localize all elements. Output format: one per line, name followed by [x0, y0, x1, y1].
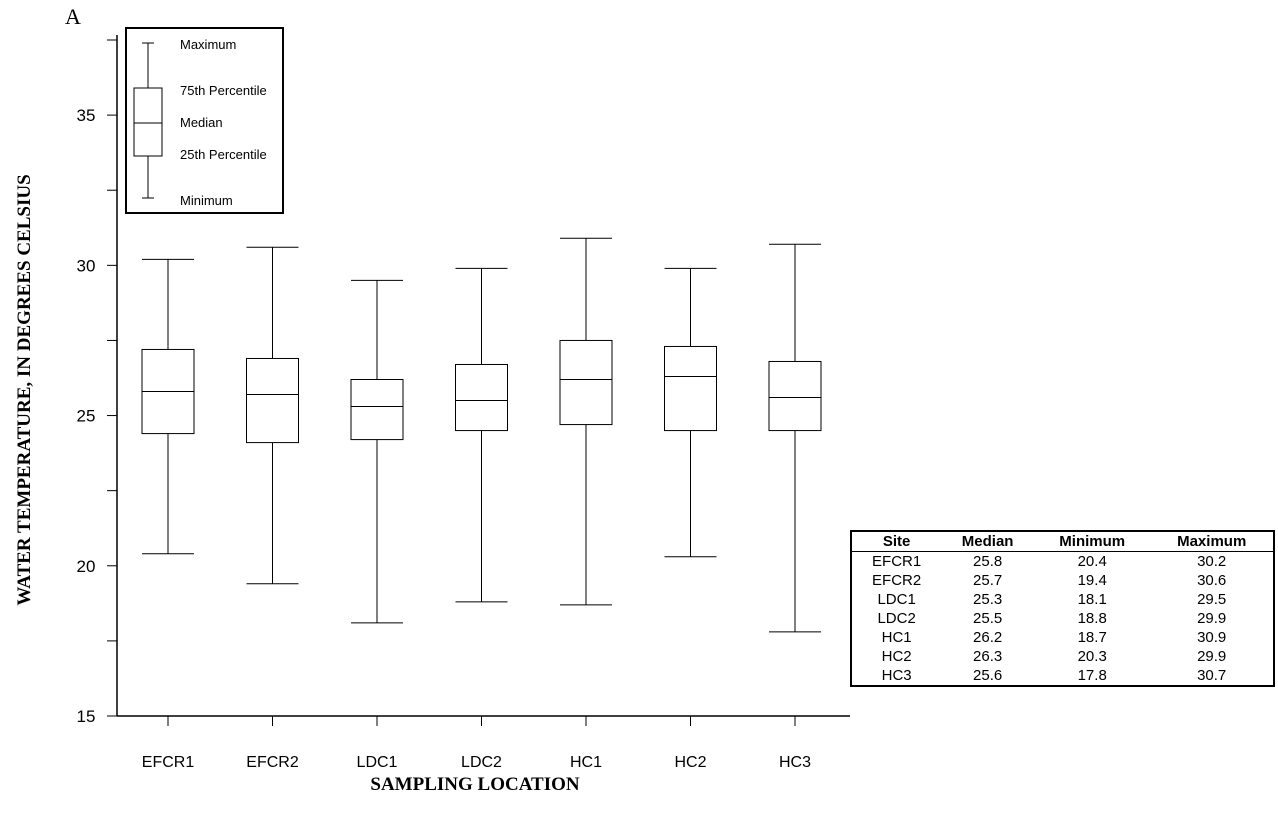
y-tick-label: 25 [77, 407, 96, 426]
box-efcr1 [141, 258, 195, 555]
table-row: HC1 26.2 18.7 30.9 [851, 628, 1274, 647]
x-tick-label: HC2 [674, 754, 706, 771]
table-header-row: Site Median Minimum Maximum [851, 531, 1274, 552]
table-cell: 20.4 [1077, 553, 1107, 570]
x-tick-label: LDC2 [461, 754, 502, 771]
iqr-box [768, 360, 822, 432]
x-tick-label: EFCR1 [142, 754, 195, 771]
iqr-box [559, 339, 613, 426]
table-row: EFCR1 25.8 20.4 30.2 [851, 552, 1274, 572]
legend: Maximum 75th Percentile Median 25th Perc… [125, 27, 284, 214]
axes: 15 20 25 30 35 EFCR1 EFCR2 LDC1 LDC2 HC1 HC2 HC3 [77, 35, 850, 771]
summary-table: Site Median Minimum Maximum EFCR1 25.8 2… [850, 530, 1275, 687]
iqr-box [664, 345, 717, 432]
table-cell: 30.6 [1197, 572, 1227, 589]
table-cell: 26.3 [973, 648, 1003, 665]
iqr-box [246, 357, 299, 444]
table-cell: 25.3 [973, 591, 1003, 608]
table-cell: 25.7 [973, 572, 1003, 589]
table-cell: 30.9 [1197, 629, 1227, 646]
legend-label-median: Median [180, 115, 223, 130]
table-cell: 18.8 [1077, 610, 1107, 627]
table-row: EFCR2 25.7 19.4 30.6 [851, 571, 1274, 590]
table-cell: 20.3 [1077, 648, 1107, 665]
table-cell: 29.9 [1197, 648, 1227, 665]
table-cell: 17.8 [1077, 667, 1107, 684]
legend-label-minimum: Minimum [180, 193, 233, 208]
iqr-box [455, 363, 508, 432]
y-tick-label: 20 [77, 557, 96, 576]
box-efcr2 [246, 246, 299, 585]
table-cell: EFCR1 [872, 553, 922, 570]
table-header-median: Median [941, 531, 1035, 552]
table-cell: 18.1 [1077, 591, 1107, 608]
y-tick-label: 15 [77, 707, 96, 726]
table-cell: 18.7 [1077, 629, 1107, 646]
x-tick-label: LDC1 [357, 754, 398, 771]
table-row: HC2 26.3 20.3 29.9 [851, 647, 1274, 666]
table-cell: 26.2 [973, 629, 1003, 646]
table-cell: LDC2 [877, 610, 916, 627]
table-cell: 19.4 [1077, 572, 1107, 589]
table-cell: EFCR2 [872, 572, 922, 589]
table-cell: HC3 [881, 667, 912, 684]
box-hc3 [768, 243, 822, 633]
x-tick-label: HC1 [570, 754, 602, 771]
table-cell: 30.2 [1197, 553, 1227, 570]
box-ldc1 [350, 279, 404, 624]
table-row: LDC2 25.5 18.8 29.9 [851, 609, 1274, 628]
legend-label-maximum: Maximum [180, 37, 236, 52]
table-cell: 29.9 [1197, 610, 1227, 627]
box-ldc2 [455, 267, 508, 603]
legend-label-25th: 25th Percentile [180, 147, 267, 162]
table-cell: 25.8 [973, 553, 1003, 570]
iqr-box [350, 379, 404, 441]
table-cell: LDC1 [877, 591, 916, 608]
table-cell: HC2 [881, 648, 912, 665]
table-cell: 30.7 [1197, 667, 1227, 684]
x-axis-title: SAMPLING LOCATION [370, 774, 579, 795]
table-cell: HC1 [881, 629, 912, 646]
boxes [141, 237, 822, 633]
table-header-site: Site [851, 531, 942, 552]
y-axis-title: WATER TEMPERATURE, IN DEGREES CELSIUS [14, 174, 35, 605]
legend-frame [125, 27, 284, 214]
x-tick-label: EFCR2 [246, 754, 299, 771]
y-tick-label: 30 [77, 256, 96, 275]
table-header-minimum: Minimum [1034, 531, 1151, 552]
legend-label-75th: 75th Percentile [180, 83, 267, 98]
panel-label: A [65, 4, 81, 29]
box-hc2 [664, 267, 717, 558]
table-header-maximum: Maximum [1150, 531, 1274, 552]
x-tick-label: HC3 [779, 754, 811, 771]
table-cell: 25.6 [973, 667, 1003, 684]
table-row: HC3 25.6 17.8 30.7 [851, 666, 1274, 686]
box-hc1 [559, 237, 613, 606]
table-cell: 25.5 [973, 610, 1003, 627]
table-cell: 29.5 [1197, 591, 1227, 608]
y-tick-label: 35 [77, 106, 96, 125]
table-row: LDC1 25.3 18.1 29.5 [851, 590, 1274, 609]
